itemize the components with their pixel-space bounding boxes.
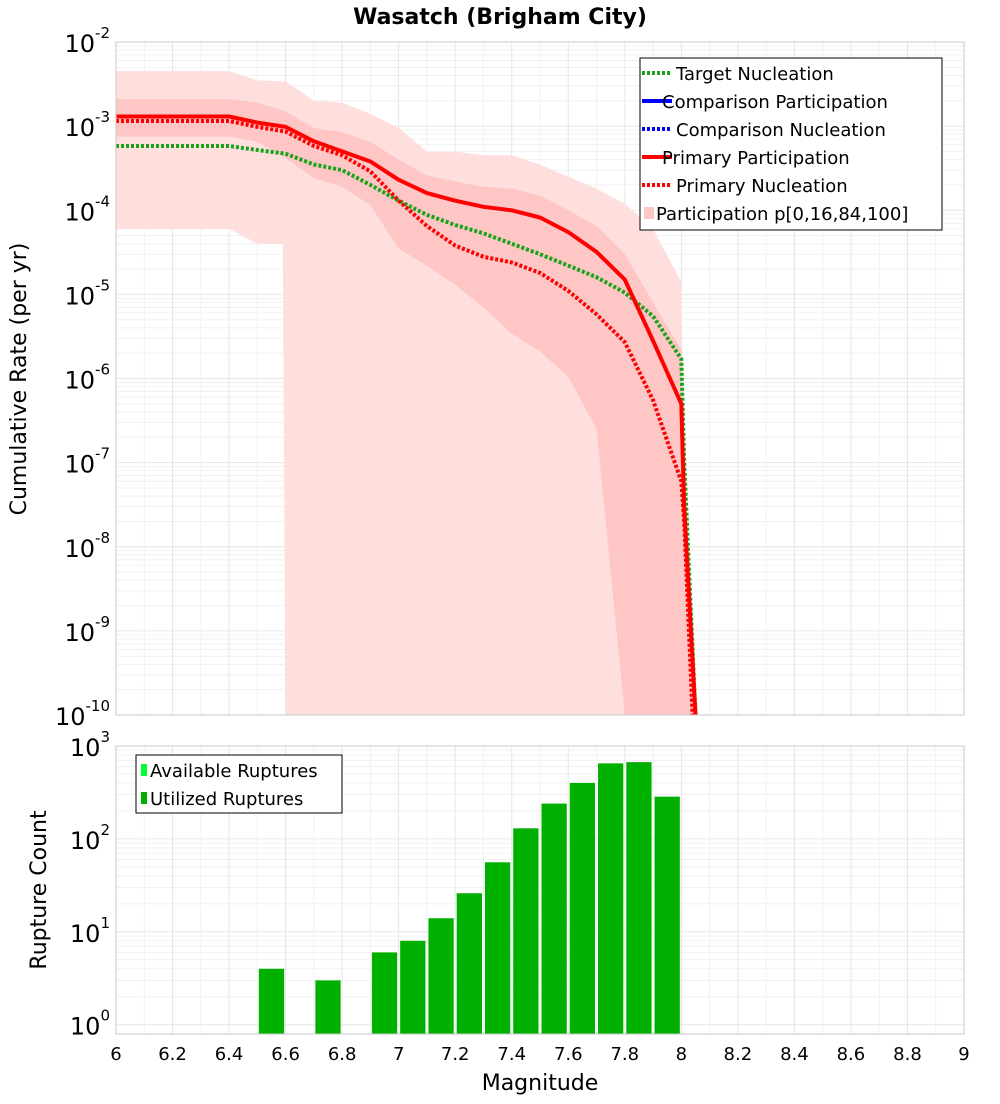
- legend-label: Utilized Ruptures: [150, 789, 303, 810]
- x-tick-label: 6.4: [215, 1044, 244, 1065]
- top-y-tick-labels: 10-210-310-410-510-610-710-810-910-10: [55, 24, 110, 731]
- legend-label: Target Nucleation: [675, 64, 834, 85]
- bottom-y-tick-label: 100: [70, 1007, 110, 1041]
- bottom-bars: [258, 762, 680, 1034]
- bottom-y-tick-label: 102: [70, 821, 110, 855]
- x-tick-label: 7.6: [554, 1044, 583, 1065]
- top-plot-frame: [115, 41, 965, 716]
- legend-label: Comparison Participation: [662, 92, 888, 113]
- x-tick-label: 8.2: [724, 1044, 753, 1065]
- tick-exponent: 0: [100, 1007, 110, 1025]
- top-series-lines: [116, 114, 698, 716]
- chart-title: Wasatch (Brigham City): [353, 5, 647, 30]
- bar-m7.25: [456, 893, 482, 1034]
- tick-base: 10: [64, 619, 95, 647]
- top-y-tick-label: 10-5: [64, 276, 110, 310]
- bar-m7.35: [484, 862, 511, 1034]
- tick-exponent: -9: [95, 613, 110, 631]
- legend-swatch-bar: [141, 792, 147, 804]
- tick-base: 10: [70, 734, 101, 762]
- x-tick-label: 8.6: [837, 1044, 866, 1065]
- tick-base: 10: [64, 451, 95, 479]
- tick-exponent: -3: [95, 108, 110, 126]
- tick-exponent: -6: [95, 361, 110, 379]
- bottom-plot-frame: [115, 745, 965, 1035]
- x-tick-label: 6.8: [328, 1044, 357, 1065]
- legend-label: Primary Participation: [662, 148, 850, 169]
- x-tick-label: 6: [110, 1044, 121, 1065]
- bottom-y-tick-label: 103: [70, 728, 110, 762]
- legend-swatch-bar: [141, 764, 147, 776]
- tick-exponent: -8: [95, 529, 110, 547]
- x-tick-label: 7.8: [610, 1044, 639, 1065]
- bottom-y-axis-title: Rupture Count: [27, 810, 52, 970]
- tick-base: 10: [70, 827, 101, 855]
- x-tick-label: 6.6: [271, 1044, 300, 1065]
- tick-base: 10: [64, 198, 95, 226]
- top-y-tick-label: 10-6: [64, 361, 110, 395]
- tick-base: 10: [64, 367, 95, 395]
- tick-exponent: 2: [100, 821, 110, 839]
- bottom-legend: Available Ruptures Utilized Ruptures: [135, 754, 343, 814]
- top-y-tick-label: 10-8: [64, 529, 110, 563]
- bottom-y-tick-label: 101: [70, 914, 110, 948]
- bar-m7.55: [541, 803, 567, 1034]
- tick-base: 10: [64, 282, 95, 310]
- top-y-tick-label: 10-10: [55, 697, 110, 731]
- tick-base: 10: [64, 30, 95, 58]
- x-tick-labels: 6 6.2 6.4 6.6 6.8 7 7.2 7.4 7.6 7.8 8 8.2 8.4 8.6 8.8 9: [110, 1044, 969, 1065]
- top-y-tick-label: 10-3: [64, 108, 110, 142]
- bar-m7.75: [598, 763, 624, 1034]
- legend-swatch-band: [644, 207, 654, 219]
- x-tick-label: 7.2: [441, 1044, 470, 1065]
- band-p0-p100: [116, 71, 964, 715]
- tick-exponent: 3: [100, 728, 110, 746]
- top-y-tick-label: 10-7: [64, 445, 110, 479]
- top-y-tick-label: 10-4: [64, 192, 110, 226]
- x-tick-label: 7: [393, 1044, 404, 1065]
- bottom-legend-box: [135, 754, 343, 814]
- bar-m7.85: [626, 762, 652, 1034]
- top-percentile-bands: [116, 71, 964, 715]
- top-y-tick-label: 10-9: [64, 613, 110, 647]
- bar-m7.15: [428, 918, 454, 1034]
- x-axis-title: Magnitude: [482, 1071, 599, 1096]
- bar-m6.95: [371, 952, 398, 1034]
- bar-m7.65: [569, 782, 596, 1034]
- bar-m7.95: [654, 796, 680, 1034]
- legend-label: Participation p[0,16,84,100]: [656, 204, 908, 225]
- tick-exponent: 1: [100, 914, 110, 932]
- bar-m6.55: [258, 968, 285, 1034]
- tick-exponent: -5: [95, 276, 110, 294]
- tick-base: 10: [70, 1013, 101, 1041]
- tick-base: 10: [55, 703, 86, 731]
- tick-base: 10: [70, 920, 101, 948]
- top-y-tick-label: 10-2: [64, 24, 110, 58]
- x-tick-label: 8: [676, 1044, 687, 1065]
- x-tick-label: 6.2: [158, 1044, 187, 1065]
- tick-exponent: -7: [95, 445, 110, 463]
- tick-base: 10: [64, 114, 95, 142]
- bar-m6.75: [315, 980, 341, 1034]
- series-primary-participation: [116, 114, 698, 716]
- tick-base: 10: [64, 535, 95, 563]
- top-legend: Target Nucleation Comparison Participatio…: [639, 57, 943, 231]
- legend-box: [639, 57, 943, 231]
- x-tick-label: 8.8: [893, 1044, 922, 1065]
- bar-m7.45: [513, 828, 539, 1034]
- top-y-axis-title: Cumulative Rate (per yr): [7, 243, 32, 516]
- bar-m7.05: [400, 940, 426, 1034]
- x-tick-label: 9: [958, 1044, 969, 1065]
- legend-label: Comparison Nucleation: [676, 120, 886, 141]
- legend-label: Available Ruptures: [150, 761, 318, 782]
- x-tick-label: 7.4: [497, 1044, 526, 1065]
- tick-exponent: -2: [95, 24, 110, 42]
- legend-label: Primary Nucleation: [676, 176, 848, 197]
- x-tick-label: 8.4: [780, 1044, 809, 1065]
- tick-exponent: -10: [86, 697, 111, 715]
- tick-exponent: -4: [95, 192, 110, 210]
- band-p16-p84: [116, 99, 696, 715]
